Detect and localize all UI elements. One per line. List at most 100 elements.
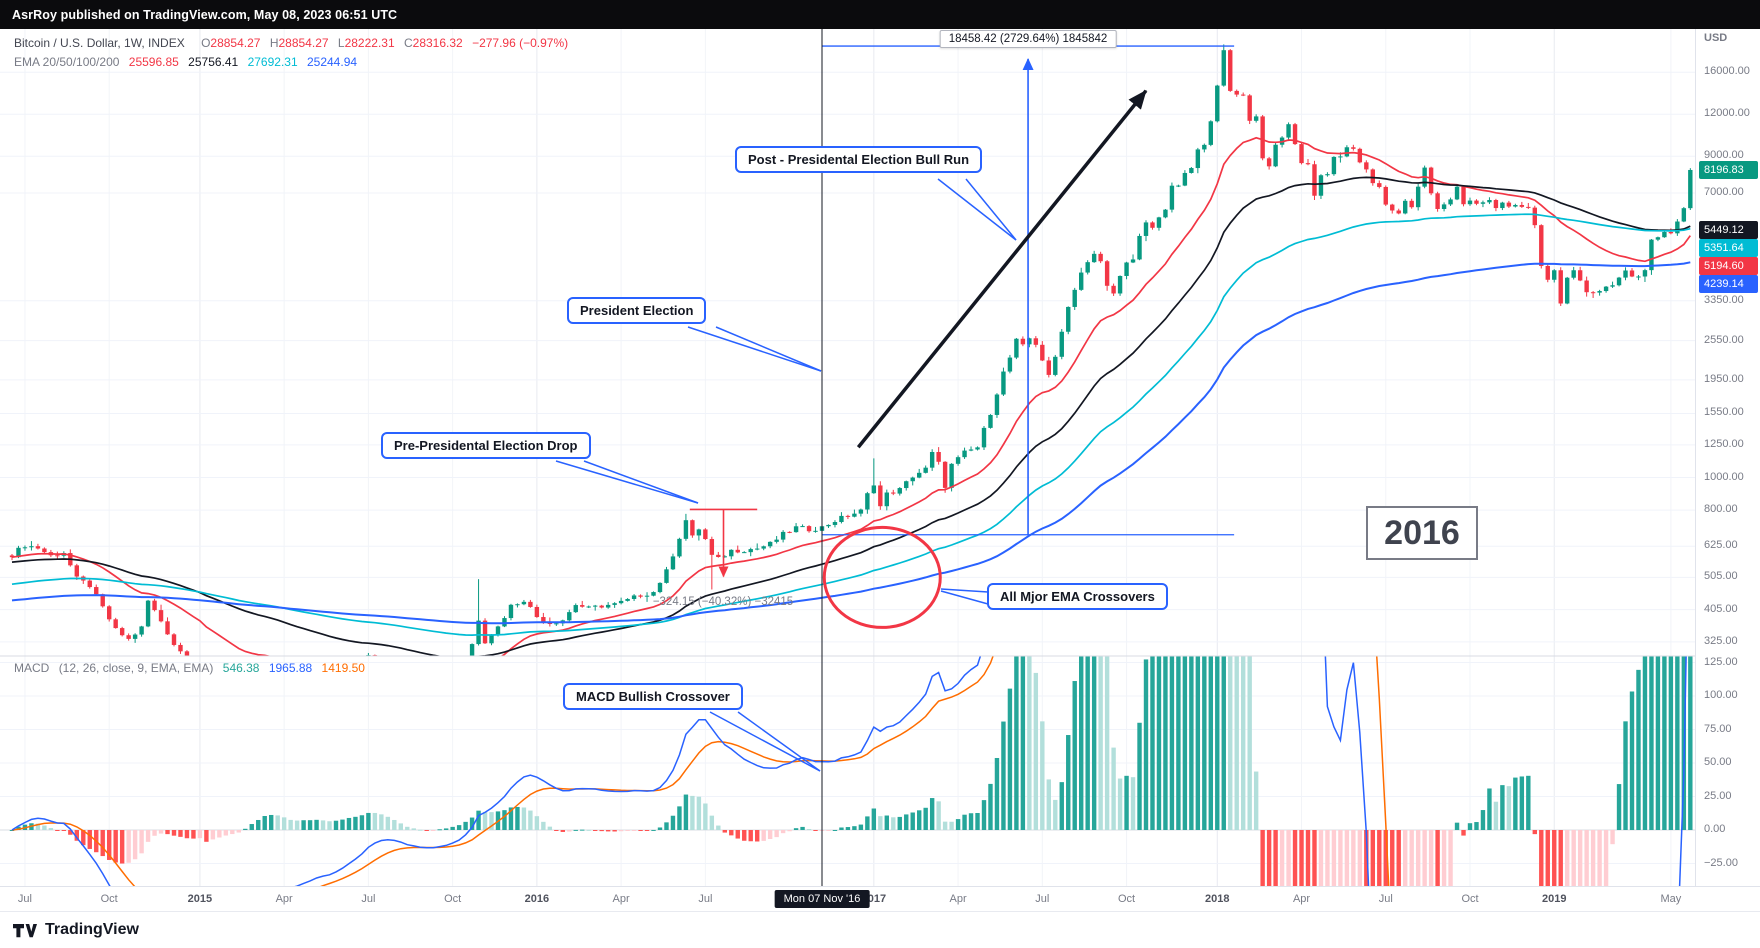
candle[interactable] <box>1215 84 1220 123</box>
callout-pre-election-drop[interactable]: Pre-Presidental Election Drop <box>381 432 591 459</box>
candle[interactable] <box>968 446 974 452</box>
candle[interactable] <box>651 591 656 597</box>
candle[interactable] <box>1007 354 1013 374</box>
candle[interactable] <box>1603 285 1609 293</box>
candle[interactable] <box>119 626 125 637</box>
candle[interactable] <box>1519 201 1525 208</box>
candle[interactable] <box>910 476 915 486</box>
candle[interactable] <box>1675 219 1680 236</box>
candle[interactable] <box>1610 281 1615 288</box>
candle[interactable] <box>878 481 883 510</box>
candle[interactable] <box>787 531 792 534</box>
candle[interactable] <box>1655 236 1661 242</box>
candle[interactable] <box>534 604 540 618</box>
candle[interactable] <box>1545 263 1550 283</box>
callout-macd-crossover[interactable]: MACD Bullish Crossover <box>563 683 743 710</box>
candle[interactable] <box>1403 199 1408 215</box>
candle[interactable] <box>1454 185 1460 201</box>
candle[interactable] <box>1357 147 1363 164</box>
candle[interactable] <box>1053 354 1058 377</box>
candle[interactable] <box>1040 341 1045 362</box>
candle[interactable] <box>580 600 585 608</box>
candle[interactable] <box>780 530 786 543</box>
candle[interactable] <box>425 690 429 695</box>
candle[interactable] <box>1046 356 1051 378</box>
candle[interactable] <box>1202 143 1207 153</box>
price-measure-up[interactable] <box>822 45 1235 536</box>
candle[interactable] <box>1344 145 1350 158</box>
trend-arrow[interactable] <box>856 89 1148 449</box>
candle[interactable] <box>508 603 514 621</box>
candle[interactable] <box>1020 336 1026 347</box>
candle[interactable] <box>1532 205 1537 229</box>
candle[interactable] <box>1325 172 1330 177</box>
candle[interactable] <box>145 599 151 628</box>
callout-bull-run[interactable]: Post - Presidental Election Bull Run <box>735 146 983 173</box>
candle[interactable] <box>1480 200 1486 208</box>
candle[interactable] <box>962 447 967 459</box>
callout-president-election[interactable]: President Election <box>567 297 707 324</box>
candle[interactable] <box>1305 158 1311 166</box>
candle[interactable] <box>1351 144 1356 151</box>
candle[interactable] <box>904 480 909 491</box>
candle[interactable] <box>55 551 60 560</box>
candle[interactable] <box>573 603 578 613</box>
candle[interactable] <box>845 514 851 520</box>
candle[interactable] <box>767 541 773 549</box>
candle[interactable] <box>755 543 760 551</box>
macd-legend[interactable]: MACD (12, 26, close, 9, EMA, EMA) 546.38… <box>14 661 365 675</box>
candle[interactable] <box>696 528 702 541</box>
candle[interactable] <box>1526 202 1531 209</box>
candle[interactable] <box>657 582 663 594</box>
candle[interactable] <box>288 687 292 699</box>
candle[interactable] <box>301 685 305 692</box>
candle[interactable] <box>865 491 870 514</box>
candle[interactable] <box>612 602 617 608</box>
candle[interactable] <box>1390 203 1395 214</box>
candle[interactable] <box>988 414 993 429</box>
candle[interactable] <box>1642 268 1648 282</box>
candle[interactable] <box>74 563 79 580</box>
candle[interactable] <box>1273 141 1278 168</box>
candle[interactable] <box>735 545 740 554</box>
candle[interactable] <box>1072 287 1077 310</box>
candle[interactable] <box>87 579 92 589</box>
candle[interactable] <box>1396 208 1401 215</box>
callout-ema-crossovers[interactable]: All Mjor EMA Crossovers <box>987 583 1168 610</box>
candle[interactable] <box>690 519 695 538</box>
candle[interactable] <box>852 509 857 518</box>
candle[interactable] <box>1163 208 1168 219</box>
candle[interactable] <box>386 664 390 672</box>
candle[interactable] <box>1500 201 1505 211</box>
candle[interactable] <box>308 685 312 688</box>
candle[interactable] <box>826 524 831 528</box>
ema200-line[interactable] <box>11 261 1691 625</box>
candle[interactable] <box>716 551 721 558</box>
candle[interactable] <box>1292 122 1298 146</box>
candle[interactable] <box>1688 168 1693 211</box>
ema20-line[interactable] <box>11 136 1691 682</box>
ema50-line[interactable] <box>11 176 1691 658</box>
candle[interactable] <box>1312 160 1317 201</box>
candle[interactable] <box>1415 184 1421 211</box>
symbol-legend[interactable]: Bitcoin / U.S. Dollar, 1W, INDEX O28854.… <box>14 36 568 50</box>
candle[interactable] <box>1130 254 1136 264</box>
candle[interactable] <box>1597 289 1602 296</box>
candle[interactable] <box>858 508 864 517</box>
candle[interactable] <box>806 525 812 533</box>
candle[interactable] <box>1266 156 1272 170</box>
candle[interactable] <box>489 634 494 646</box>
candle[interactable] <box>638 594 643 599</box>
candle[interactable] <box>599 604 604 609</box>
time-axis[interactable]: Jul Oct 2015 Apr Jul Oct 2016 Apr Jul 2017 Apr Jul O… <box>0 886 1760 912</box>
candle[interactable] <box>1247 94 1252 125</box>
candle[interactable] <box>742 551 747 554</box>
candle[interactable] <box>1241 92 1246 97</box>
candle[interactable] <box>1143 220 1149 242</box>
candle[interactable] <box>1448 197 1453 206</box>
candle[interactable] <box>625 598 630 602</box>
candle[interactable] <box>1221 44 1226 87</box>
candle[interactable] <box>618 597 624 605</box>
candle[interactable] <box>1150 221 1155 230</box>
price-measure-down[interactable] <box>689 508 758 578</box>
